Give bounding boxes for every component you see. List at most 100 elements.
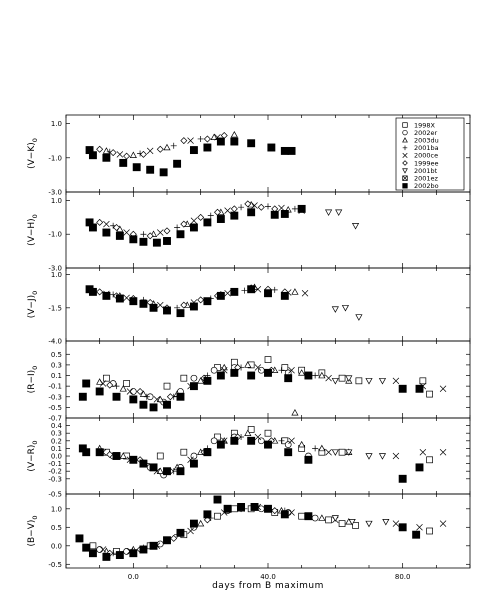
data-point-square-filled [176,230,185,239]
data-point-triangle-open [291,408,299,416]
data-point-square-filled [230,436,239,445]
data-point-square-filled [267,143,276,152]
legend-entry: 2001bt [414,167,438,175]
legend-entry: 2003du [414,137,439,145]
data-point-cross [325,448,332,456]
data-point-square-filled [216,440,225,449]
data-point-diamond-open [203,516,211,524]
y-tick-label: 0.3 [51,430,62,438]
data-point-square-filled [129,455,138,464]
data-point-diamond-open [106,381,114,389]
data-point-plus [278,437,285,444]
data-point-square-filled [216,215,225,223]
legend-marker-diamond-open [402,160,408,166]
data-point-square-filled [304,512,313,521]
y-tick-label: -0.5 [48,491,62,499]
data-point-cross [190,217,198,224]
data-point-square-filled [176,467,185,476]
data-point-circle-open [129,388,137,395]
data-point-diamond-open [106,450,114,458]
panels-group: 1.0 -1.0 -3.0 (V−K)0 1.0 -1.0 -3.0 (V−H)0 1.0 -1.… [27,114,471,569]
y-tick-label: -0.1 [48,460,62,468]
data-point-diamond-open [230,205,238,213]
data-point-cross [187,137,194,144]
data-point-plus [113,383,120,390]
data-point-square-filled [304,371,313,380]
data-point-cross [146,147,154,155]
data-point-square-filled [75,534,84,543]
data-point-square-filled [82,448,91,457]
data-point-diamond-open [166,393,174,401]
data-point-diamond-open [170,534,178,542]
data-point-square-filled [173,159,182,168]
data-point-triangle-open [291,288,299,295]
data-point-triangle-open [244,429,252,436]
data-point-square-filled [284,448,293,457]
data-point-diamond-open [257,203,265,211]
data-point-square-open [281,364,289,371]
y-axis-label: (V−R)0 [27,440,39,471]
data-point-plus [241,287,248,294]
data-point-square-filled [230,368,239,377]
data-point-cross [254,364,262,371]
data-point-triangle-down-open [382,519,390,526]
data-point-circle-open [96,546,104,553]
y-tick-label: 0.3 [51,361,62,369]
data-point-square-filled [189,382,198,391]
data-point-square-filled [189,459,198,468]
data-point-diamond-open [271,507,279,515]
legend-marker-square-filled [402,183,408,189]
y-axis-label: (V−H)0 [27,214,39,246]
data-point-triangle-down-open [365,378,373,385]
data-point-square-filled [88,549,97,558]
data-point-triangle-open [119,385,127,392]
data-point-triangle-open [119,452,127,459]
data-point-triangle-down-open [331,306,339,313]
data-point-square-filled [115,294,124,303]
data-point-square-filled [280,146,289,155]
data-point-square-filled [216,371,225,380]
data-point-triangle-down-open [325,209,333,216]
data-point-square-open [419,377,427,385]
panel-frame [65,267,471,342]
data-point-square-filled [163,536,171,545]
data-point-diamond-open [96,218,104,226]
data-point-square-filled [237,503,246,511]
data-point-triangle-open [318,444,326,452]
data-point-triangle-open [156,467,164,474]
data-point-square-open [89,542,97,550]
data-point-square-open [214,512,221,520]
data-point-square-filled [176,309,185,318]
legend-entry: 2001ba [414,144,439,152]
data-point-square-filled [163,237,171,245]
data-point-square-filled [88,151,97,160]
data-point-cross [254,285,262,293]
data-point-square-filled [230,137,239,146]
data-point-diamond-open [197,296,205,304]
data-point-triangle-open [197,377,205,384]
data-point-square-filled [189,223,198,232]
data-point-circle-open [123,547,130,555]
y-axis-label: (V−J)0 [27,291,39,319]
data-point-square-filled [297,204,306,213]
data-point-square-open [426,527,433,535]
data-point-square-filled [88,223,97,232]
x-tick-label: 40.0 [260,573,276,581]
data-point-triangle-open [102,147,110,154]
y-tick-label: -0.3 [48,475,62,483]
y-tick-label: -1.0 [48,154,62,162]
data-point-square-filled [203,143,212,152]
panel-3: 1.0 -1.5 -4.0 (V−J)0 [27,267,471,346]
data-point-cross [288,437,295,445]
data-point-square-filled [203,297,212,306]
panel-5: 0.40.30.20.10.0-0.1-0.2-0.3 -0.5 (V−R)0 [27,417,471,499]
data-point-cross [251,202,258,209]
data-point-square-filled [247,285,256,294]
data-point-square-open [247,426,255,433]
data-point-cross [416,524,423,531]
data-point-diamond-open [180,301,188,309]
data-point-plus [197,135,204,142]
data-point-square-filled [247,208,256,217]
data-point-triangle-down-open [331,449,339,456]
data-point-square-open [355,377,363,385]
